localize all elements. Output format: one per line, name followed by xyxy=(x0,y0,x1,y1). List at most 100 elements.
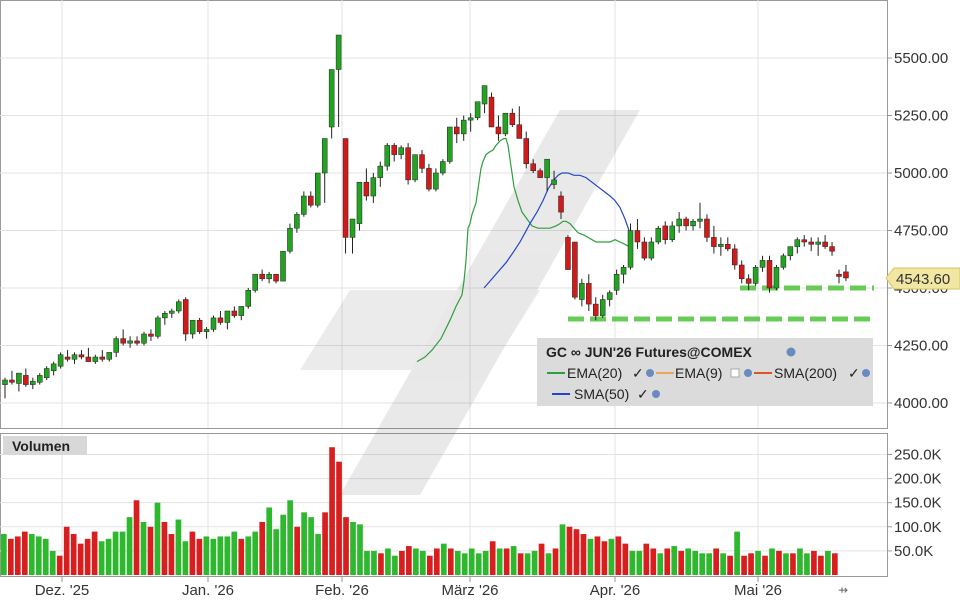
legend-item-sma50[interactable]: SMA(50) ✓ xyxy=(552,386,660,402)
volume-bar xyxy=(1,534,7,575)
candle-body xyxy=(2,379,8,385)
volume-bar xyxy=(510,546,517,575)
volume-bar xyxy=(357,524,363,575)
check-icon: ✓ xyxy=(848,365,860,381)
candle-body xyxy=(843,271,849,279)
candle-body xyxy=(460,119,467,135)
candle-body xyxy=(43,368,50,378)
volume-bar xyxy=(762,555,768,575)
volume-bar xyxy=(301,512,307,575)
instrument-title: GC ∞ JUN'26 Futures@COMEX xyxy=(546,344,753,360)
candle-body xyxy=(252,273,258,291)
x-tick-label: Feb. '26 xyxy=(315,582,369,599)
volume-bar xyxy=(531,550,538,575)
volume-bar xyxy=(63,526,70,575)
volume-bar xyxy=(259,521,266,575)
settings-icon[interactable] xyxy=(744,369,752,377)
candle-body xyxy=(523,138,529,165)
volume-bar xyxy=(692,550,699,575)
x-tick-label: Jan. '26 xyxy=(182,582,234,599)
candle-body xyxy=(794,239,801,247)
candle-body xyxy=(78,354,85,358)
y-tick-label: 5000.00 xyxy=(894,165,948,182)
legend-item-ema20[interactable]: EMA(20) ✓ xyxy=(547,365,654,381)
volume-bar xyxy=(811,550,817,575)
candle-body xyxy=(495,126,502,135)
candle-body xyxy=(16,372,22,384)
volume-bar xyxy=(678,550,685,575)
volume-bar xyxy=(475,553,482,575)
volume-bar xyxy=(35,536,42,575)
volume-bar xyxy=(580,534,587,575)
volume-bar xyxy=(70,534,77,575)
candle-body xyxy=(711,237,717,247)
check-icon: ✓ xyxy=(632,365,644,381)
volume-bar xyxy=(84,538,91,575)
last-price-label: 4543.60 xyxy=(896,271,950,288)
checkbox-icon[interactable] xyxy=(730,368,740,378)
candle-body xyxy=(370,177,377,197)
volume-bar xyxy=(266,507,273,575)
candle-body xyxy=(586,283,592,305)
scroll-right-icon[interactable]: ⇸ xyxy=(838,583,848,597)
candle-body xyxy=(148,333,154,337)
volume-bar xyxy=(566,526,573,575)
candle-body xyxy=(808,241,814,245)
legend-label-sma200: SMA(200) xyxy=(774,365,837,381)
volume-axis: 50.0K 100.0K 150.0K 200.0K 250.0K xyxy=(887,446,942,560)
candle-body xyxy=(565,237,571,270)
volume-bar xyxy=(538,543,545,575)
candle-body xyxy=(752,267,759,284)
volume-bar xyxy=(210,538,217,575)
volume-bar xyxy=(433,548,440,575)
volume-bar xyxy=(252,531,259,575)
volume-bar xyxy=(21,531,28,575)
volume-bar xyxy=(559,524,566,575)
candle-body xyxy=(620,267,627,275)
candle-body xyxy=(37,375,43,383)
candle-body xyxy=(544,158,550,178)
candle-body xyxy=(356,181,363,224)
volume-bar xyxy=(545,553,552,575)
candle-body xyxy=(669,225,675,240)
volume-bar xyxy=(196,538,203,575)
legend-item-ema9[interactable]: EMA(9) xyxy=(656,365,752,381)
date-axis: Dez. '25 Jan. '26 Feb. '26 März '26 Apr. '26… xyxy=(35,577,782,599)
legend-label-sma50: SMA(50) xyxy=(574,386,629,402)
candle-body xyxy=(398,147,404,155)
candle-body xyxy=(196,319,203,332)
volume-bar xyxy=(28,534,35,575)
settings-icon[interactable] xyxy=(646,369,654,377)
volume-bar xyxy=(629,550,636,575)
volume-bar xyxy=(385,548,391,575)
candle-body xyxy=(50,363,57,372)
volume-bar xyxy=(126,517,133,575)
volume-bar xyxy=(98,541,105,575)
settings-icon[interactable] xyxy=(786,347,796,357)
candle-body xyxy=(787,246,794,257)
y-tick-label: 5500.00 xyxy=(894,50,948,67)
candle-body xyxy=(599,299,606,316)
ema20-line xyxy=(416,137,630,363)
candle-body xyxy=(92,356,99,362)
volume-bar xyxy=(245,536,252,575)
candle-body xyxy=(155,317,161,337)
candle-body xyxy=(189,319,196,335)
volume-bar xyxy=(322,512,328,575)
volume-bar xyxy=(420,550,426,575)
candle-body xyxy=(662,225,668,240)
settings-icon[interactable] xyxy=(652,390,660,398)
volume-bar xyxy=(727,555,733,575)
legend-item-sma200[interactable]: SMA(200) ✓ xyxy=(754,365,870,381)
volume-bar xyxy=(657,553,664,575)
volume-bar xyxy=(552,548,559,575)
candle-body xyxy=(210,317,217,330)
candle-body xyxy=(697,218,703,222)
candle-body xyxy=(433,172,439,190)
volume-bar xyxy=(804,553,810,575)
candle-body xyxy=(704,218,710,238)
candle-body xyxy=(676,218,682,227)
volume-bar xyxy=(454,550,461,575)
candle-body xyxy=(829,246,835,252)
settings-icon[interactable] xyxy=(862,369,870,377)
